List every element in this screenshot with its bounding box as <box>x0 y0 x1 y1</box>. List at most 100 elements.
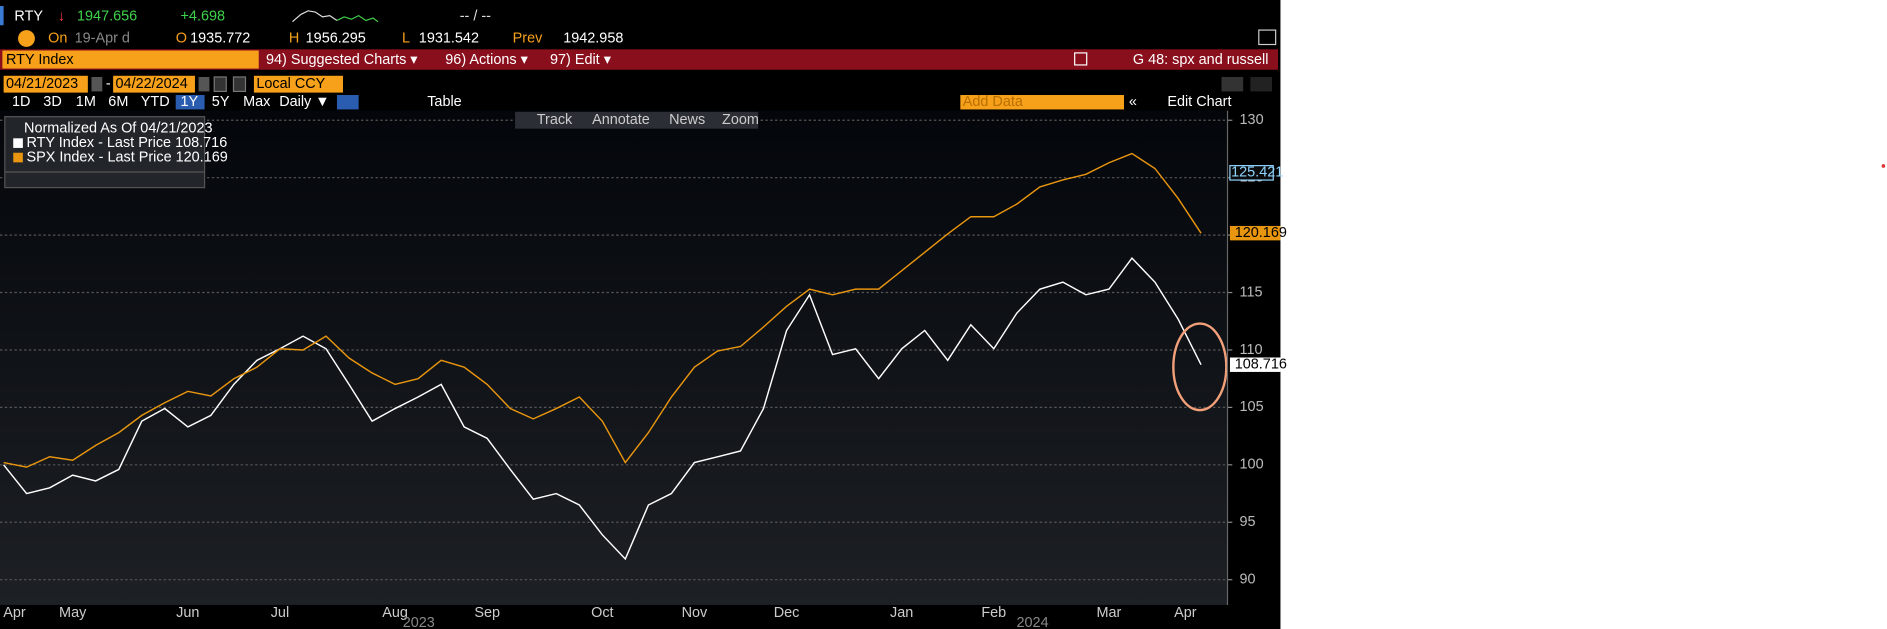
edit-chart[interactable]: Edit Chart <box>1167 94 1231 110</box>
low: 1931.542 <box>419 30 479 46</box>
period-active <box>175 95 205 110</box>
calendar-icon[interactable] <box>198 76 210 92</box>
prev: 1942.958 <box>563 30 623 46</box>
y-tick-label: 110 <box>1240 342 1263 358</box>
calendar-icon[interactable] <box>91 76 103 92</box>
chart-name: G 48: spx and russell <box>1133 52 1269 68</box>
x-tick-label: Nov <box>682 605 708 621</box>
change: +4.698 <box>181 9 226 25</box>
y-tick-label: 95 <box>1240 514 1256 530</box>
line-type-icon[interactable] <box>336 95 359 110</box>
arrow: ↓ <box>58 9 65 25</box>
legend <box>4 116 206 189</box>
marker-tag <box>1229 165 1274 181</box>
on-label: On <box>48 30 67 46</box>
focus-marker <box>0 6 4 26</box>
last-price: 1947.656 <box>77 9 137 25</box>
marker-label: 125.421 <box>1231 165 1283 181</box>
last-value-tag <box>1229 357 1281 372</box>
low-label: L <box>402 30 410 46</box>
popout-icon[interactable] <box>1258 29 1277 46</box>
year-label: 2024 <box>1017 615 1049 629</box>
redo-button[interactable] <box>1250 76 1273 92</box>
frequency[interactable]: Daily ▼ <box>279 94 329 110</box>
chart-toolbar <box>515 111 759 129</box>
last-value-label: 108.716 <box>1235 357 1287 373</box>
x-tick-label: Jun <box>176 605 199 621</box>
prev-label: Prev <box>513 30 543 46</box>
period-button[interactable]: 5Y <box>212 94 230 110</box>
x-tick-label: Jan <box>890 605 913 621</box>
clock-icon <box>18 30 35 47</box>
menu-item[interactable]: 97) Edit ▾ <box>550 52 612 68</box>
x-tick-label: Jul <box>271 605 289 621</box>
legend-swatch <box>13 152 23 163</box>
annotation-circle <box>1172 322 1228 412</box>
sparkline <box>292 10 338 23</box>
date: 19-Apr d <box>75 30 130 46</box>
prev-button[interactable] <box>213 76 227 93</box>
period-button[interactable]: YTD <box>141 94 170 110</box>
x-tick-label: Dec <box>774 605 800 621</box>
menu-item[interactable]: 94) Suggested Charts ▾ <box>266 52 418 68</box>
launch-icon[interactable] <box>1074 52 1088 66</box>
last-value-label: 120.169 <box>1235 225 1287 241</box>
menu-bar <box>0 49 1279 70</box>
ticker: RTY <box>14 9 43 25</box>
y-tick-label: 130 <box>1240 112 1264 128</box>
bid-ask: -- / -- <box>460 9 491 25</box>
tool-button[interactable]: Track <box>537 112 573 128</box>
x-tick-label: Aug <box>382 605 408 621</box>
last-value-tag <box>1229 225 1281 241</box>
x-tick-label: Feb <box>981 605 1006 621</box>
start-date: 04/21/2023 <box>6 76 78 92</box>
tool-button[interactable]: Annotate <box>592 112 650 128</box>
currency: Local CCY <box>256 76 325 92</box>
x-tick-label: May <box>59 605 87 621</box>
period-button[interactable]: 1D <box>12 94 30 110</box>
series-line <box>3 152 1202 468</box>
sparkline <box>336 14 379 23</box>
high: 1956.295 <box>306 30 366 46</box>
tool-button[interactable]: News <box>669 112 705 128</box>
open: 1935.772 <box>190 30 250 46</box>
legend-entry: SPX Index - Last Price 120.169 <box>26 149 227 165</box>
series-line <box>3 256 1202 561</box>
security: RTY Index <box>6 52 74 68</box>
year-label: 2023 <box>403 615 435 629</box>
period-button[interactable]: Max <box>243 94 271 110</box>
x-tick-label: Oct <box>591 605 613 621</box>
y-tick-label: 115 <box>1240 284 1263 300</box>
period-button[interactable]: 1M <box>76 94 96 110</box>
table-button[interactable]: Table <box>427 94 461 110</box>
legend-swatch <box>13 138 23 148</box>
dash: - <box>106 76 111 92</box>
tool-button[interactable]: Zoom <box>722 112 759 128</box>
next-button[interactable] <box>232 76 247 93</box>
currency-box[interactable] <box>253 75 343 93</box>
period-button[interactable]: 1Y <box>181 94 199 110</box>
period-button[interactable]: 6M <box>108 94 128 110</box>
x-tick-label: Sep <box>474 605 500 621</box>
start-date-box[interactable] <box>3 75 88 93</box>
legend-title: Normalized As Of 04/21/2023 <box>24 121 212 137</box>
add-data: Add Data <box>963 94 1024 110</box>
security-box[interactable] <box>2 50 259 69</box>
menu-item[interactable]: 96) Actions ▾ <box>445 52 528 68</box>
y-tick-label: 90 <box>1240 571 1256 587</box>
dot <box>1881 164 1886 168</box>
undo-button[interactable] <box>1221 76 1244 92</box>
end-date: 04/22/2024 <box>116 76 188 92</box>
x-tick-label: Apr <box>1174 605 1197 621</box>
y-tick-label: 100 <box>1240 457 1264 473</box>
legend-entry: RTY Index - Last Price 108.716 <box>26 135 227 151</box>
add-data-box[interactable] <box>960 95 1125 110</box>
period-button[interactable]: 3D <box>43 94 61 110</box>
end-date-box[interactable] <box>113 75 195 93</box>
x-tick-label: Apr <box>3 605 26 621</box>
x-tick-label: Mar <box>1097 605 1122 621</box>
y-tick-label: 105 <box>1240 399 1264 415</box>
high-label: H <box>289 30 299 46</box>
collapse-icon[interactable]: « <box>1129 94 1137 110</box>
